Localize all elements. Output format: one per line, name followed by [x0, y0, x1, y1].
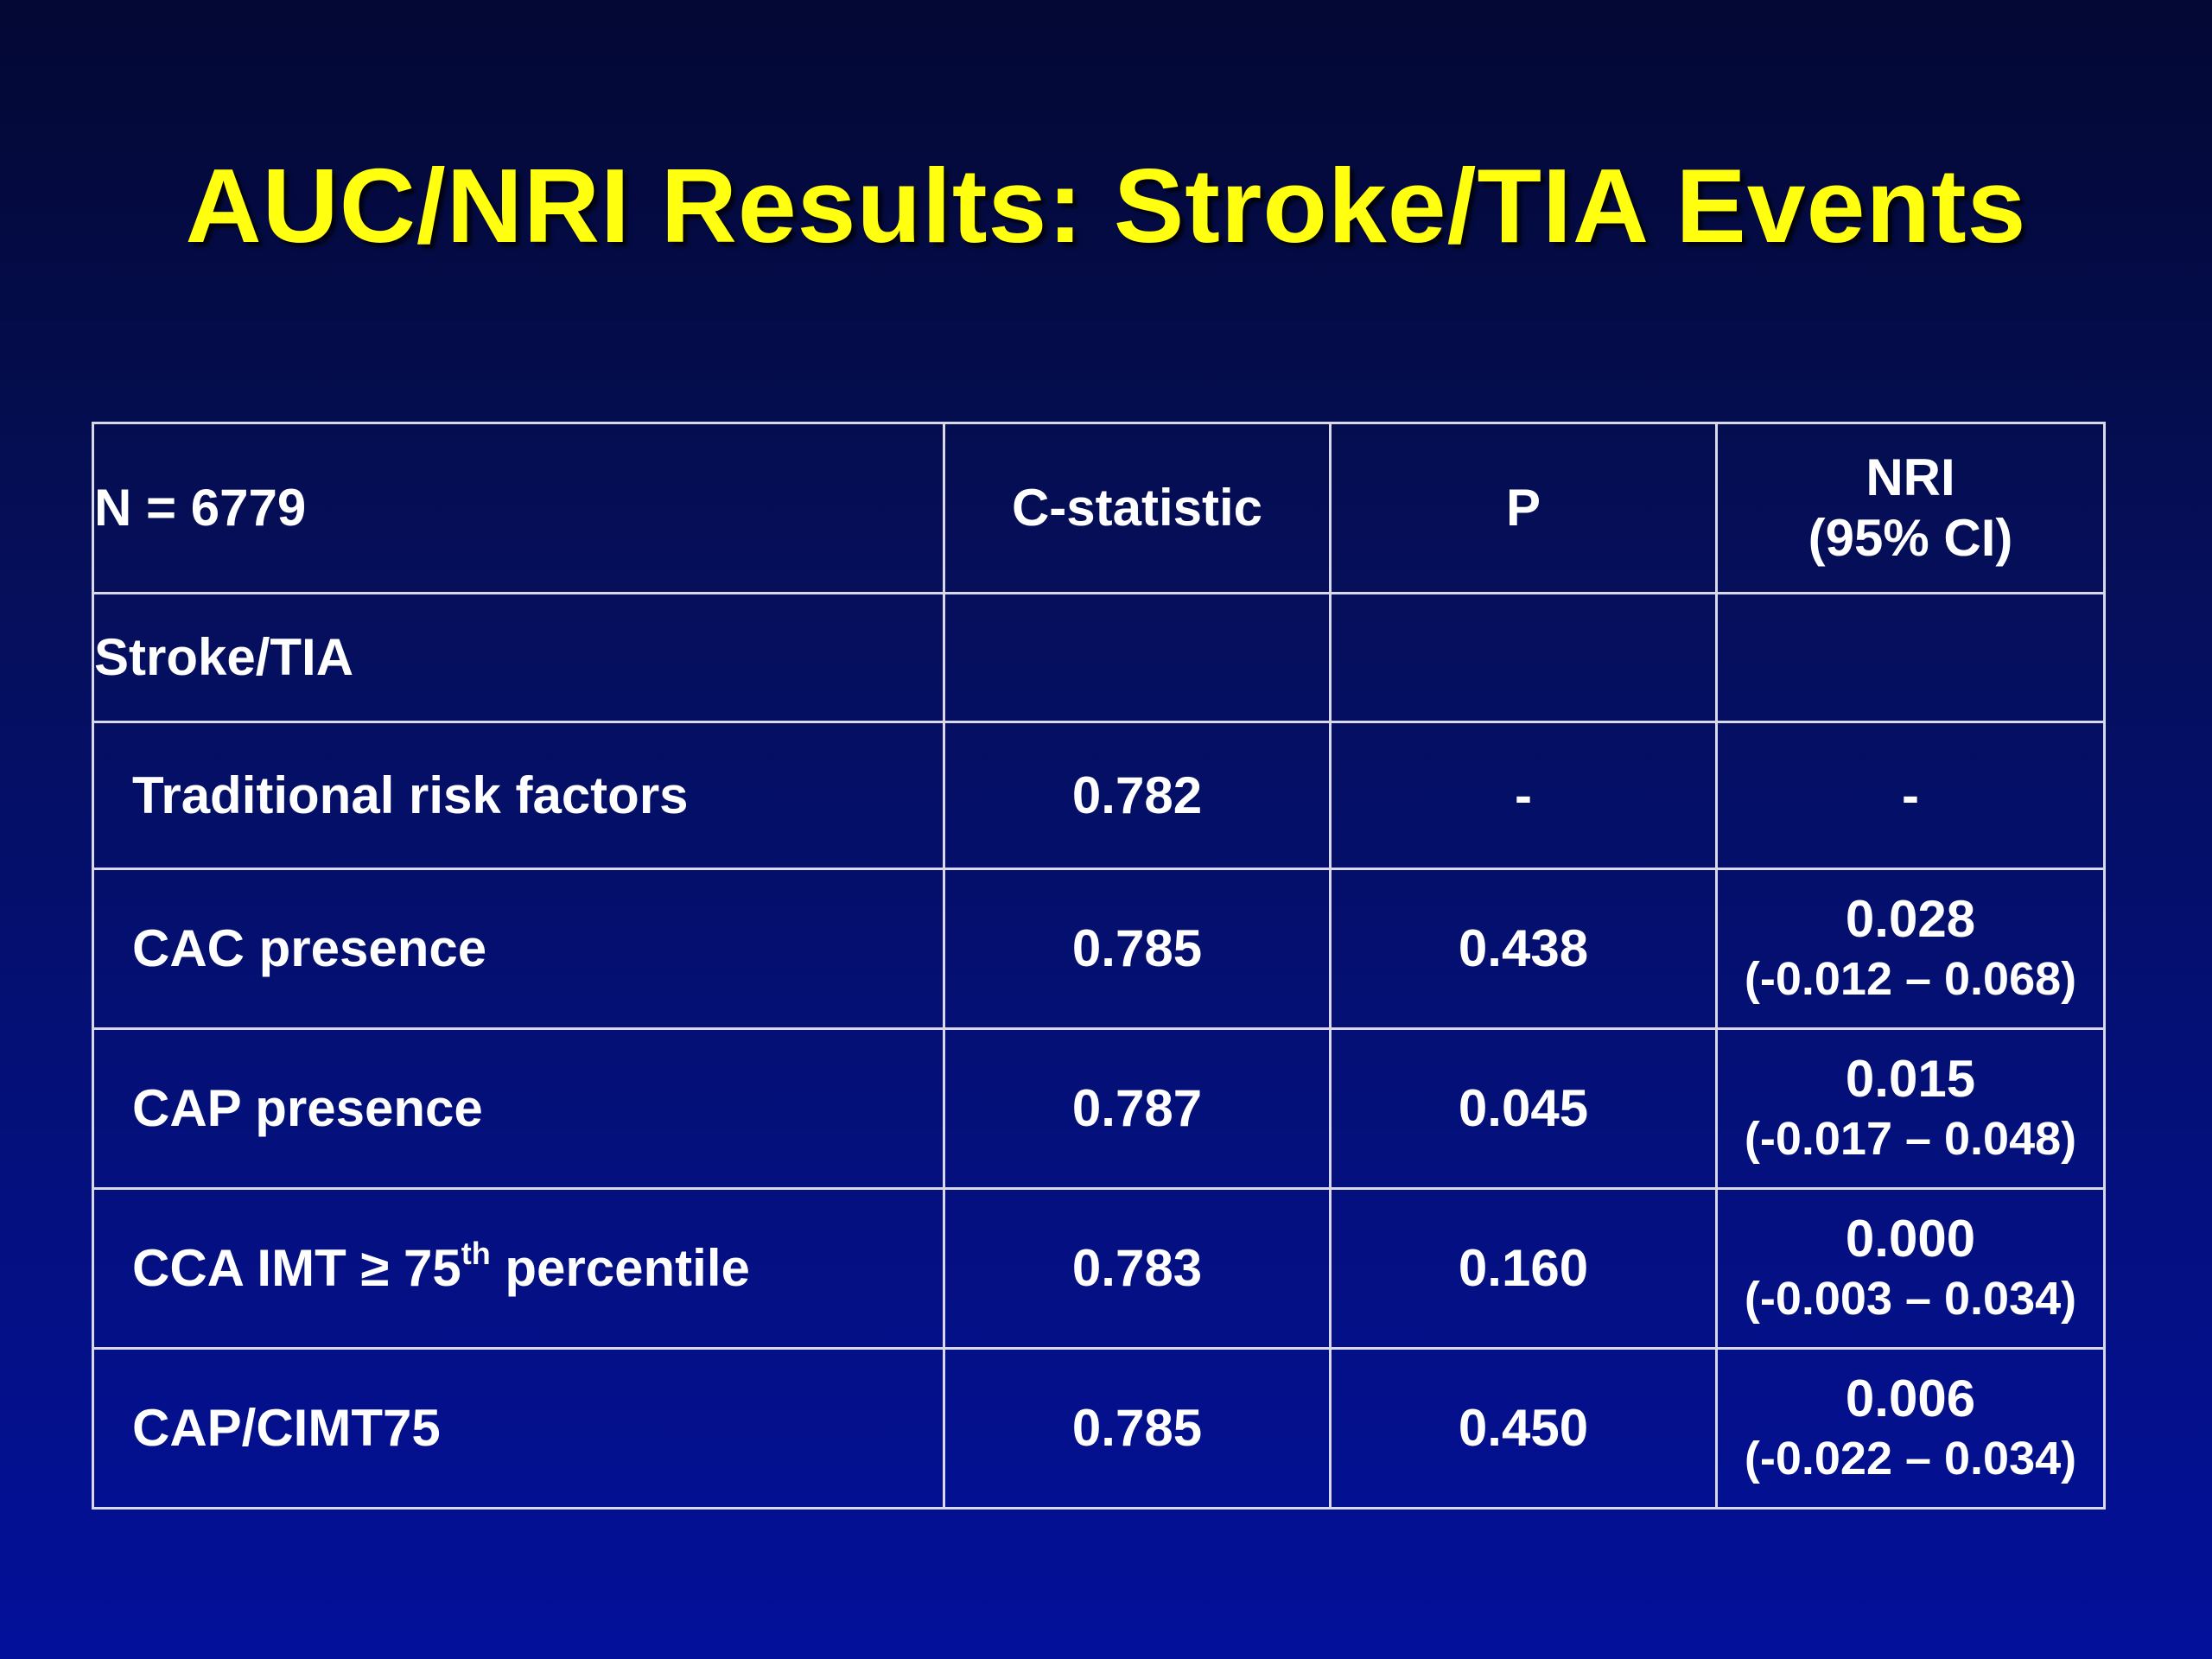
- header-n: N = 6779: [92, 422, 945, 594]
- header-nri-label: NRI: [1866, 448, 1955, 506]
- c-statistic-cell: 0.785: [943, 868, 1332, 1030]
- row-label-superscript: th: [461, 1236, 491, 1271]
- nri-ci: (-0.022 – 0.034): [1744, 1433, 2077, 1484]
- nri-cell: 0.015 (-0.017 – 0.048): [1715, 1027, 2106, 1190]
- nri-ci: (-0.003 – 0.034): [1744, 1273, 2077, 1325]
- section-label: Stroke/TIA: [92, 592, 945, 723]
- nri-cell: 0.028 (-0.012 – 0.068): [1715, 868, 2106, 1030]
- table-row: CAP presence 0.787 0.045 0.015 (-0.017 –…: [92, 1027, 2106, 1190]
- row-label: CAC presence: [92, 868, 945, 1030]
- p-cell: 0.450: [1329, 1347, 1718, 1510]
- row-label-prefix: CCA IMT ≥ 75: [132, 1239, 461, 1297]
- row-label: CCA IMT ≥ 75th percentile: [92, 1187, 945, 1350]
- row-label-suffix: percentile: [490, 1239, 750, 1297]
- row-label: CAP/CIMT75: [92, 1347, 945, 1510]
- nri-cell: 0.000 (-0.003 – 0.034): [1715, 1187, 2106, 1350]
- header-row: N = 6779 C-statistic P NRI (95% CI): [92, 422, 2106, 594]
- p-cell: 0.045: [1329, 1027, 1718, 1190]
- row-label: Traditional risk factors: [92, 721, 945, 870]
- table-row: CAC presence 0.785 0.438 0.028 (-0.012 –…: [92, 868, 2106, 1030]
- nri-cell: -: [1715, 721, 2106, 870]
- p-cell: 0.438: [1329, 868, 1718, 1030]
- row-label: CAP presence: [92, 1027, 945, 1190]
- header-c-statistic: C-statistic: [943, 422, 1332, 594]
- section-empty-cell: [943, 592, 1332, 723]
- nri-cell: 0.006 (-0.022 – 0.034): [1715, 1347, 2106, 1510]
- c-statistic-cell: 0.782: [943, 721, 1332, 870]
- nri-ci: (-0.017 – 0.048): [1744, 1113, 2077, 1165]
- nri-value: 0.000: [1845, 1210, 1976, 1268]
- c-statistic-cell: 0.783: [943, 1187, 1332, 1350]
- p-cell: -: [1329, 721, 1718, 870]
- c-statistic-cell: 0.785: [943, 1347, 1332, 1510]
- nri-value: 0.015: [1845, 1050, 1976, 1108]
- header-nri-ci-label: (95% CI): [1808, 509, 2013, 567]
- table-row: CCA IMT ≥ 75th percentile 0.783 0.160 0.…: [92, 1187, 2106, 1350]
- section-empty-cell: [1715, 592, 2106, 723]
- header-p: P: [1329, 422, 1718, 594]
- nri-value: 0.006: [1845, 1370, 1976, 1427]
- table-row: CAP/CIMT75 0.785 0.450 0.006 (-0.022 – 0…: [92, 1347, 2106, 1510]
- nri-value: 0.028: [1845, 890, 1976, 948]
- section-empty-cell: [1329, 592, 1718, 723]
- p-cell: 0.160: [1329, 1187, 1718, 1350]
- nri-value: -: [1902, 766, 1919, 824]
- table-row: Traditional risk factors 0.782 - -: [92, 721, 2106, 870]
- results-table: N = 6779 C-statistic P NRI (95% CI) Stro…: [92, 422, 2106, 1510]
- c-statistic-cell: 0.787: [943, 1027, 1332, 1190]
- section-row: Stroke/TIA: [92, 592, 2106, 723]
- header-nri: NRI (95% CI): [1715, 422, 2106, 594]
- slide-title: AUC/NRI Results: Stroke/TIA Events: [185, 147, 2027, 264]
- nri-ci: (-0.012 – 0.068): [1744, 953, 2077, 1005]
